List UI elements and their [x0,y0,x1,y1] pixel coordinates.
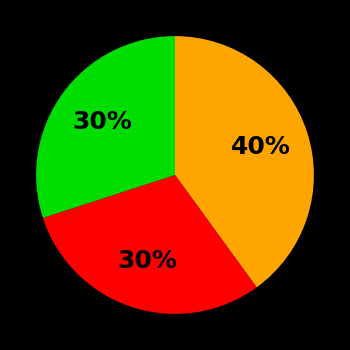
Wedge shape [175,36,314,287]
Wedge shape [43,175,257,314]
Text: 30%: 30% [117,249,177,273]
Text: 40%: 40% [231,135,291,159]
Text: 30%: 30% [72,110,132,134]
Wedge shape [36,36,175,218]
